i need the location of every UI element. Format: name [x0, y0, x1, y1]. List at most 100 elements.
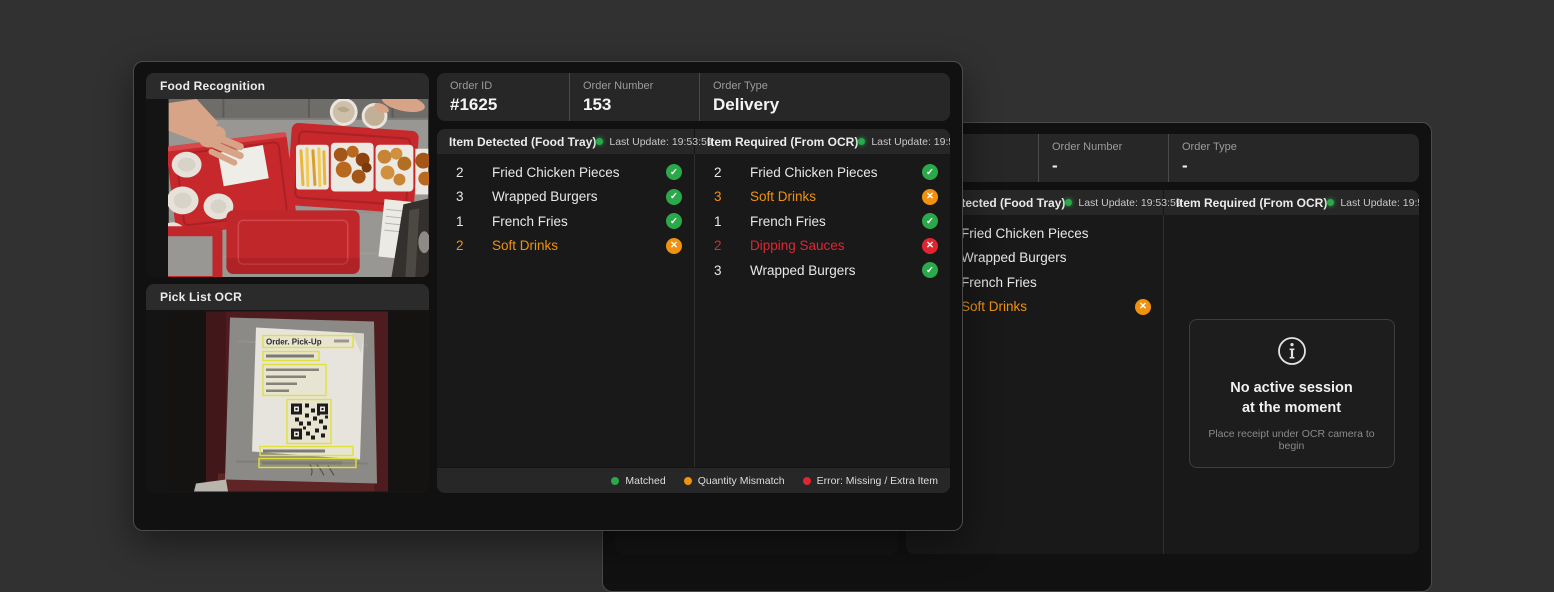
order-info-bar: Order Number - Order Type - [906, 134, 1419, 182]
status-badge-icon [922, 213, 938, 230]
last-update-text: Last Update: 19:53:59 [609, 135, 713, 148]
main-app-window[interactable]: Food Recognition [133, 61, 963, 531]
status-badge-icon [666, 188, 682, 205]
live-indicator-dot [858, 138, 866, 145]
live-indicator-dot [596, 138, 604, 145]
item-name: Dipping Sauces [750, 238, 845, 254]
item-name: Fried Chicken Pieces [961, 225, 1089, 241]
error-dot-icon [802, 476, 811, 485]
status-badge-icon [922, 262, 938, 279]
table-row: Soft Drinks [906, 295, 1163, 320]
item-qty: 1 [456, 213, 464, 229]
empty-state-title-line2: at the moment [1241, 399, 1342, 416]
panel-title: Food Recognition [146, 73, 429, 99]
item-name: French Fries [961, 274, 1037, 290]
table-row: 1 French Fries [695, 209, 950, 234]
table-row: 2 Fried Chicken Pieces [437, 160, 694, 185]
receipt-photo: Order. Pick-Up [168, 311, 429, 492]
item-qty: 2 [714, 164, 722, 180]
status-legend-bar: Matched Quantity Mismatch Error: Missing… [437, 467, 950, 493]
item-name: French Fries [750, 213, 826, 229]
empty-state-title-line1: No active session [1230, 380, 1353, 396]
required-title: Item Required (From OCR) [707, 134, 859, 149]
items-comparison-panel: Item Detected (Food Tray) Last Update: 1… [437, 129, 950, 493]
required-column-header: Item Required (From OCR) Last Update: 19… [1164, 190, 1419, 215]
item-name: French Fries [492, 213, 568, 229]
order-id-value: #1625 [450, 95, 498, 114]
item-name: Fried Chicken Pieces [750, 164, 878, 180]
mismatch-dot-icon [683, 476, 692, 485]
item-name: Soft Drinks [961, 299, 1028, 315]
item-name: Wrapped Burgers [961, 250, 1067, 266]
table-row: 2 Soft Drinks [437, 234, 694, 259]
table-row: 2 Fried Chicken Pieces [695, 160, 950, 185]
empty-state-hint: Place receipt under OCR camera to begin [1208, 428, 1375, 453]
item-qty: 3 [714, 189, 722, 205]
item-name: Soft Drinks [492, 238, 559, 254]
order-number-value: - [1052, 156, 1058, 175]
status-badge-icon [666, 164, 682, 181]
last-update-text: Last Update: 19:53:59 [871, 135, 950, 148]
order-type-section: Order Type - [1168, 134, 1419, 182]
item-qty: 1 [714, 213, 722, 229]
item-name: Wrapped Burgers [492, 189, 598, 205]
item-qty: 2 [456, 238, 464, 254]
order-type-label: Order Type [1182, 141, 1237, 153]
panel-title: Pick List OCR [146, 284, 429, 310]
detected-items-list: Fried Chicken Pieces Wrapped Burgers Fre… [906, 215, 1164, 554]
status-badge-icon [922, 188, 938, 205]
order-id-label: Order ID [450, 80, 493, 92]
item-name: Wrapped Burgers [750, 262, 856, 278]
required-column-header: Item Required (From OCR) Last Update: 19… [695, 129, 950, 154]
last-update-text: Last Update: 19:53:59 [1078, 196, 1182, 209]
no-active-session-card: No active session at the moment Place re… [1188, 319, 1395, 469]
table-row: 3 Soft Drinks [695, 185, 950, 210]
live-indicator-dot [1065, 199, 1073, 206]
table-row: Wrapped Burgers [906, 246, 1163, 271]
order-type-label: Order Type [713, 80, 768, 92]
status-badge-icon [1135, 298, 1151, 315]
food-recognition-panel: Food Recognition [146, 73, 429, 277]
item-qty: 2 [456, 164, 464, 180]
required-items-area: No active session at the moment Place re… [1164, 215, 1419, 554]
order-id-section: Order ID #1625 [437, 73, 569, 121]
detected-column-header: Item Detected (Food Tray) Last Update: 1… [437, 129, 713, 154]
status-badge-icon [666, 237, 682, 254]
table-row: Fried Chicken Pieces [906, 221, 1163, 246]
required-title: Item Required (From OCR) [1176, 195, 1328, 210]
pick-list-ocr-panel: Pick List OCR [146, 284, 429, 493]
status-badge-icon [922, 164, 938, 181]
detected-title: Item Detected (Food Tray) [449, 134, 597, 149]
receipt-title-text: Order. Pick-Up [266, 338, 322, 347]
legend-matched: Matched [611, 475, 666, 487]
order-number-label: Order Number [583, 80, 654, 92]
table-row: 3 Wrapped Burgers [695, 258, 950, 283]
status-badge-icon [922, 237, 938, 254]
item-name: Fried Chicken Pieces [492, 164, 620, 180]
table-row: 2 Dipping Sauces [695, 234, 950, 259]
info-icon [1277, 337, 1306, 365]
order-type-value: - [1182, 156, 1188, 175]
item-qty: 3 [714, 262, 722, 278]
order-number-section: Order Number 153 [569, 73, 699, 121]
legend-quantity-mismatch: Quantity Mismatch [683, 475, 785, 487]
order-number-label: Order Number [1052, 141, 1123, 153]
item-qty: 2 [714, 238, 722, 254]
live-indicator-dot [1327, 199, 1335, 206]
item-qty: 3 [456, 189, 464, 205]
last-update-text: Last Update: 19:53:59 [1340, 196, 1419, 209]
status-badge-icon [666, 213, 682, 230]
legend-error: Error: Missing / Extra Item [802, 475, 938, 487]
detected-items-list: 2 Fried Chicken Pieces 3 Wrapped Burgers… [437, 154, 695, 467]
order-info-bar: Order ID #1625 Order Number 153 Order Ty… [437, 73, 950, 121]
order-number-section: Order Number - [1038, 134, 1168, 182]
table-row: 3 Wrapped Burgers [437, 185, 694, 210]
item-name: Soft Drinks [750, 189, 817, 205]
order-type-value: Delivery [713, 95, 780, 114]
table-row: 1 French Fries [437, 209, 694, 234]
required-items-list: 2 Fried Chicken Pieces 3 Soft Drinks 1 F… [695, 154, 950, 467]
food-tray-photo [168, 99, 429, 277]
order-type-section: Order Type Delivery [699, 73, 950, 121]
table-row: French Fries [906, 270, 1163, 295]
camera-column: Food Recognition [146, 73, 429, 519]
